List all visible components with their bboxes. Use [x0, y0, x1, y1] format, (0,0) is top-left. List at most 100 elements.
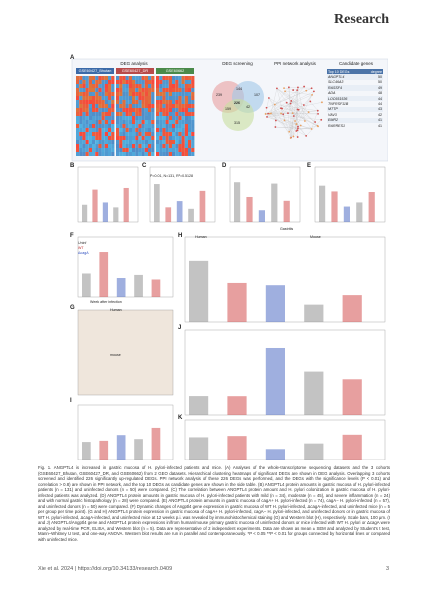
- plot-bar: [319, 185, 326, 222]
- heatmap-cell: [128, 140, 132, 144]
- network-edge: [265, 97, 269, 114]
- heatmap-cell: [138, 100, 142, 104]
- heatmap-cell: [128, 88, 132, 92]
- heatmap-cell: [165, 140, 169, 144]
- heatmap-cell: [132, 88, 136, 92]
- network-node: [310, 128, 313, 130]
- heatmap-cell: [159, 116, 163, 120]
- heatmap-cell: [148, 100, 152, 104]
- heatmap-cell: [104, 136, 108, 140]
- heatmap-cell: [162, 104, 166, 108]
- network-node: [299, 124, 302, 127]
- heatmap-cell: [119, 116, 123, 120]
- heatmap-cell: [128, 84, 132, 88]
- heatmap-cell: [151, 140, 155, 144]
- heatmap-cell: [141, 96, 145, 100]
- heatmap-cell: [184, 108, 188, 112]
- heatmap-cell: [122, 80, 126, 84]
- heatmap-cell: [191, 80, 195, 84]
- heatmap-cell: [122, 116, 126, 120]
- heatmap-cell: [172, 112, 176, 116]
- heatmap-cell: [104, 100, 108, 104]
- heatmap-cell: [168, 84, 172, 88]
- gene-degree: 44: [362, 95, 383, 102]
- heatmap-cell: [101, 116, 105, 120]
- heatmap-cell: [144, 128, 148, 132]
- network-node: [297, 108, 300, 111]
- panel-label: B: [70, 163, 75, 169]
- heatmap-cell: [181, 80, 185, 84]
- ihc-label: mouse: [110, 353, 121, 357]
- heatmap-cell: [98, 124, 102, 128]
- network-edge: [265, 102, 287, 115]
- heatmap-cell: [88, 148, 92, 152]
- heatmap-cell: [88, 104, 92, 108]
- heatmap-cell: [141, 120, 145, 124]
- heatmap-cell: [178, 124, 182, 128]
- heatmap-cell: [168, 152, 172, 156]
- network-node: [312, 90, 315, 93]
- dataset-label: GSE60662: [156, 68, 194, 74]
- heatmap-cell: [119, 108, 123, 112]
- heatmap-cell: [162, 136, 166, 140]
- venn-count: 144: [236, 87, 242, 91]
- network-edge: [265, 113, 312, 130]
- heatmap-cell: [108, 108, 112, 112]
- heatmap-cell: [88, 128, 92, 132]
- heatmap-cell: [168, 128, 172, 132]
- heatmap-cell: [132, 124, 136, 128]
- heatmap-cell: [116, 144, 120, 148]
- heatmap-cell: [138, 144, 142, 148]
- heatmap-cell: [92, 88, 96, 92]
- heatmap-cell: [188, 132, 192, 136]
- heatmap-cell: [104, 148, 108, 152]
- plot-bar: [265, 449, 285, 460]
- panel-label: J: [178, 325, 182, 331]
- heatmap-cell: [181, 104, 185, 108]
- candidate-gene-table: Top 10 DEGs degree ANGPTL4 50 SLC46A3 50 RASS…: [327, 69, 383, 128]
- heatmap-cell: [132, 128, 136, 132]
- heatmap-cell: [122, 148, 126, 152]
- heatmap-cell: [125, 120, 129, 124]
- heatmap-cell: [165, 76, 169, 80]
- heatmap-cell: [92, 112, 96, 116]
- heatmap-cell: [79, 116, 83, 120]
- heatmap-cell: [125, 112, 129, 116]
- heatmap-cell: [125, 80, 129, 84]
- gene-name: ADA: [328, 91, 336, 96]
- heatmap-cell: [108, 136, 112, 140]
- heatmap-cell: [79, 92, 83, 96]
- heatmap-cell: [135, 136, 139, 140]
- heatmap-cell: [141, 140, 145, 144]
- heatmap-cell: [104, 96, 108, 100]
- heatmap-cell: [175, 92, 179, 96]
- heatmap-cell: [132, 144, 136, 148]
- heatmap-cell: [128, 76, 132, 80]
- heatmap-cell: [128, 112, 132, 116]
- heatmap-cell: [111, 152, 115, 156]
- heatmap-cell: [159, 120, 163, 124]
- heatmap-cell: [172, 128, 176, 132]
- figure-caption: Fig. 1. ANGPTL4 is increased in gastric …: [38, 465, 390, 542]
- heatmap-cell: [128, 80, 132, 84]
- heatmap-cell: [184, 76, 188, 80]
- heatmap-cell: [116, 112, 120, 116]
- plot-bar: [283, 200, 290, 222]
- heatmap-cell: [111, 132, 115, 136]
- heatmap-cell: [128, 120, 132, 124]
- plot-bar: [151, 427, 161, 460]
- heatmap-cell: [111, 108, 115, 112]
- heatmap-cell: [108, 104, 112, 108]
- heatmap-cell: [104, 124, 108, 128]
- heatmap-cell: [151, 132, 155, 136]
- heatmap-cell: [76, 152, 80, 156]
- heatmap-cell: [181, 124, 185, 128]
- heatmap-cell: [101, 88, 105, 92]
- network-edge: [269, 91, 314, 114]
- heatmap-cell: [184, 136, 188, 140]
- heatmap-cell: [144, 140, 148, 144]
- network-node: [276, 87, 278, 90]
- heatmap-cell: [178, 136, 182, 140]
- heatmap-cell: [79, 112, 83, 116]
- heatmap-cell: [116, 96, 120, 100]
